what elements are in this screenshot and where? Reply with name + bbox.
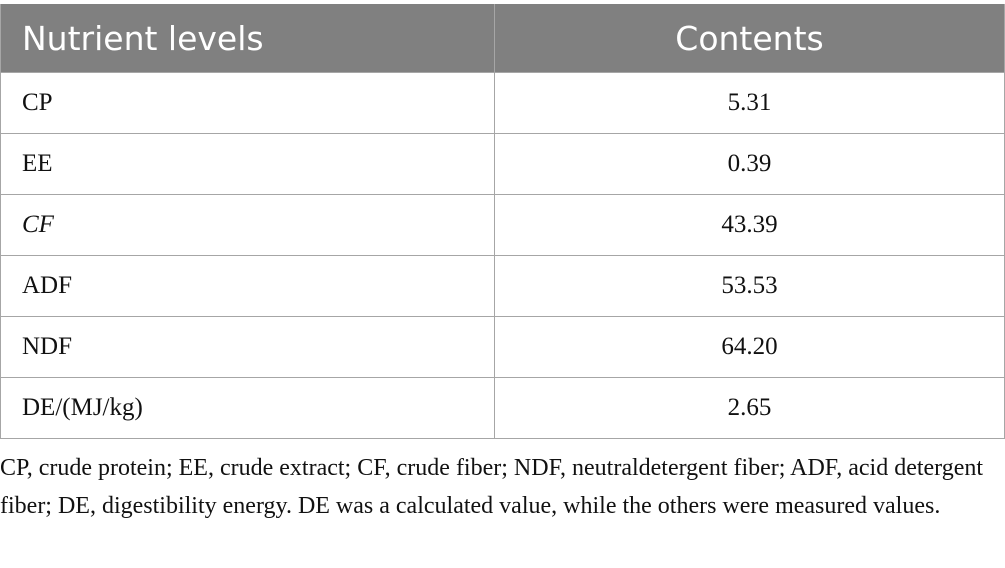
row-name: CF: [0, 194, 495, 256]
row-value: 5.31: [494, 72, 1005, 134]
table-row: CP 5.31: [0, 72, 1005, 134]
nutrient-table-container: Nutrient levels Contents CP 5.31 EE 0.39…: [0, 4, 1005, 439]
row-name: CP: [0, 72, 495, 134]
row-name: NDF: [0, 316, 495, 378]
row-value: 53.53: [494, 255, 1005, 317]
row-value: 2.65: [494, 377, 1005, 439]
row-value: 43.39: [494, 194, 1005, 256]
nutrient-table: Nutrient levels Contents CP 5.31 EE 0.39…: [0, 4, 1005, 439]
row-name: DE/(MJ/kg): [0, 377, 495, 439]
table-row: NDF 64.20: [0, 316, 1005, 378]
header-contents: Contents: [494, 4, 1005, 73]
table-row: DE/(MJ/kg) 2.65: [0, 377, 1005, 439]
row-value: 0.39: [494, 133, 1005, 195]
table-header-row: Nutrient levels Contents: [0, 4, 1005, 73]
table-footnote: CP, crude protein; EE, crude extract; CF…: [0, 455, 984, 519]
table-row: EE 0.39: [0, 133, 1005, 195]
row-value: 64.20: [494, 316, 1005, 378]
table-row: CF 43.39: [0, 194, 1005, 256]
table-row: ADF 53.53: [0, 255, 1005, 317]
row-name: EE: [0, 133, 495, 195]
header-nutrient-levels: Nutrient levels: [0, 4, 495, 73]
row-name: ADF: [0, 255, 495, 317]
